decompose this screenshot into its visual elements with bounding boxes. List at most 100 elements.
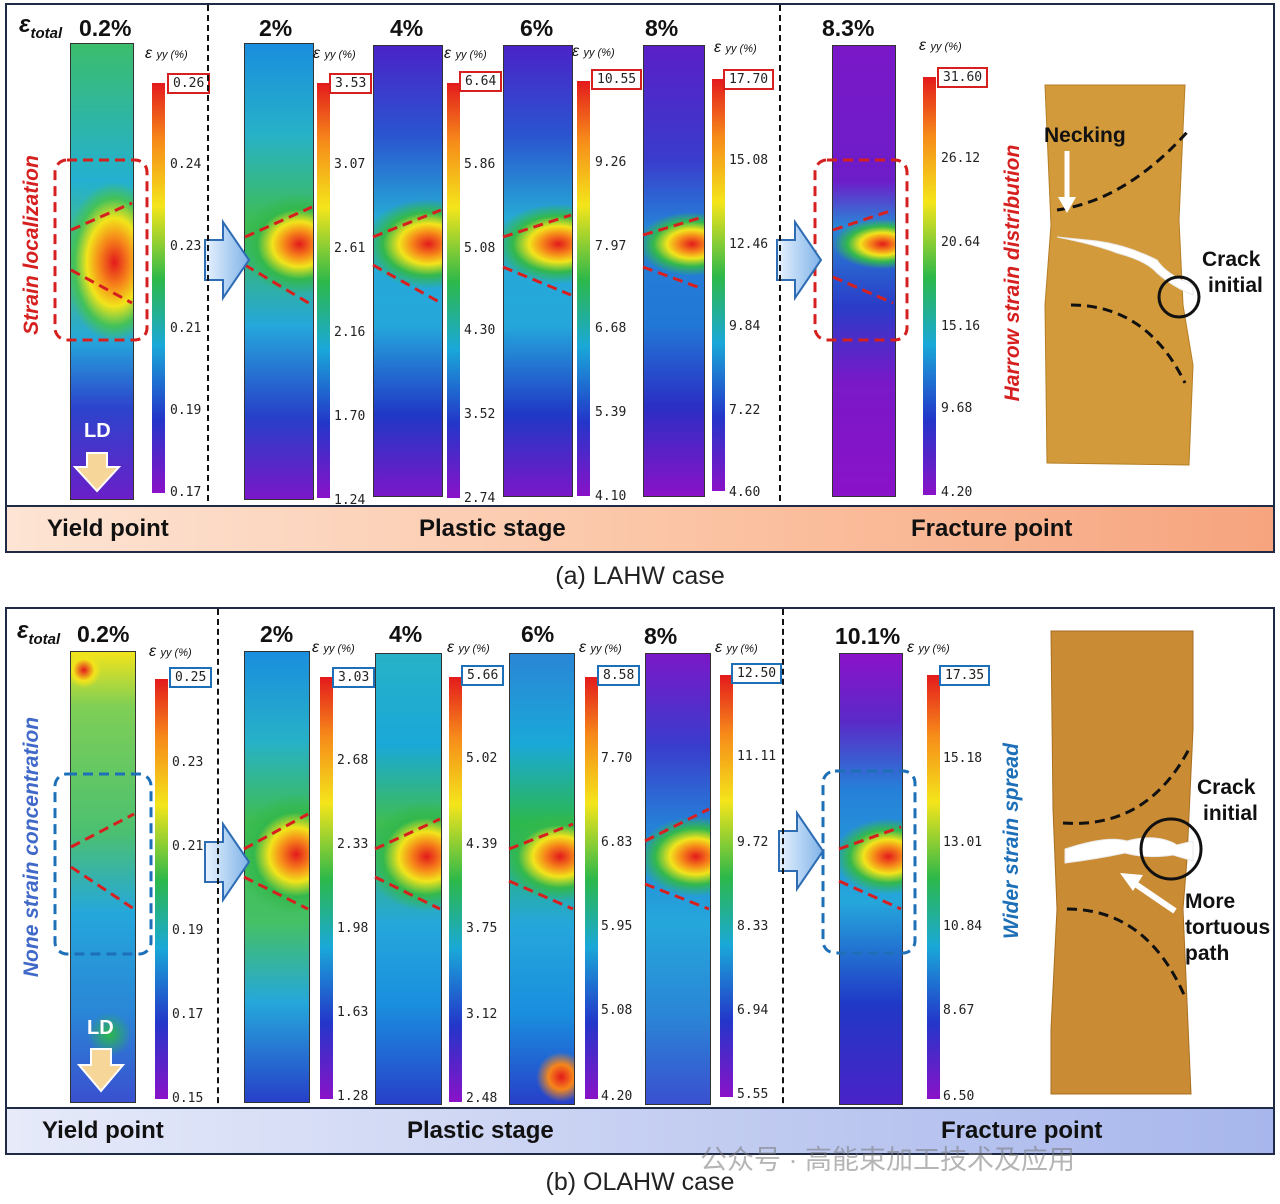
localization-box-a-right <box>813 158 909 342</box>
strain-map-a-4 <box>643 45 705 497</box>
colorbar-max-b-5: 17.35 <box>939 665 991 686</box>
colorbar-tick: 9.84 <box>729 319 761 334</box>
stage-fracture-label: Fracture point <box>911 515 1073 542</box>
overlay-a <box>53 84 1201 493</box>
colorbar-tick: 3.75 <box>466 921 498 936</box>
colorbar-tick: 9.68 <box>941 401 973 416</box>
colorbar-a-5 <box>923 77 936 495</box>
colorbar-tick: 5.86 <box>464 157 496 172</box>
colorbar-tick: 10.84 <box>943 919 983 934</box>
colorbar-tick: 13.01 <box>943 835 983 850</box>
colorbar-tick: 4.39 <box>466 837 498 852</box>
strain-map-b-3 <box>509 653 575 1105</box>
right-arrow-icon <box>204 809 825 904</box>
crack-initial-label-a: Crack initial <box>1202 248 1263 297</box>
colorbar-b-5 <box>927 675 940 1099</box>
colorbar-b-4 <box>720 675 733 1097</box>
colorbar-tick: 11.11 <box>737 749 777 764</box>
caption-b: (b) OLAHW case <box>545 1168 735 1196</box>
colorbar-max-b-2: 5.66 <box>461 665 505 686</box>
colorbar-tick: 15.16 <box>941 319 981 334</box>
colorbar-label-b-4: ε yy (%) <box>715 639 758 656</box>
strain-map-b-1 <box>244 651 310 1103</box>
panel-lahw: εtotal 0.2% 2% 4% 6% 8% 8.3% ε yy (%) 0.… <box>5 3 1275 553</box>
strain-map-a-0 <box>70 43 134 500</box>
stage-divider <box>217 609 219 1153</box>
strain-map-b-0 <box>70 651 136 1103</box>
colorbar-max-b-0: 0.25 <box>169 667 213 688</box>
colorbar-a-4 <box>712 79 725 491</box>
strain-pct-0: 0.2% <box>77 621 130 647</box>
colorbar-tick: 0.15 <box>172 1091 204 1106</box>
colorbar-tick: 2.48 <box>466 1091 498 1106</box>
colorbar-tick: 2.74 <box>464 491 496 506</box>
colorbar-tick: 26.12 <box>941 151 981 166</box>
colorbar-max-a-2: 6.64 <box>459 71 503 92</box>
crack-initial-label-b: Crack initial <box>1197 776 1258 825</box>
colorbar-tick: 4.20 <box>601 1089 633 1104</box>
concentration-box-b-left <box>53 772 153 956</box>
stage-divider <box>782 609 784 1153</box>
colorbar-tick: 3.12 <box>466 1007 498 1022</box>
strain-map-a-5 <box>832 45 896 497</box>
strain-map-b-2 <box>375 653 442 1105</box>
colorbar-tick: 0.17 <box>172 1007 204 1022</box>
colorbar-b-1 <box>320 677 333 1099</box>
strain-pct-4: 8% <box>644 623 678 649</box>
stage-fracture-label: Fracture point <box>941 1117 1103 1144</box>
colorbar-tick: 6.94 <box>737 1003 769 1018</box>
colorbar-label-a-3: ε yy (%) <box>572 43 615 60</box>
epsilon-total-label: εtotal <box>19 11 63 42</box>
stage-bar-a: Yield point Plastic stage Fracture point <box>7 505 1273 551</box>
colorbar-label-a-4: ε yy (%) <box>714 39 757 56</box>
colorbar-label-b-0: ε yy (%) <box>149 643 192 660</box>
strain-map-b-5 <box>839 653 903 1105</box>
colorbar-tick: 9.72 <box>737 835 769 850</box>
stage-divider <box>207 5 209 551</box>
colorbar-tick: 0.19 <box>170 403 202 418</box>
red-band-lines-b <box>70 807 902 911</box>
ld-down-arrow-icon <box>76 1048 126 1093</box>
tortuous-path-label: More tortuous path <box>1185 890 1271 965</box>
colorbar-tick: 3.52 <box>464 407 496 422</box>
necking-label: Necking <box>1044 124 1126 147</box>
stage-bar-b: Yield point Plastic stage Fracture point <box>7 1107 1273 1153</box>
colorbar-tick: 6.50 <box>943 1089 975 1104</box>
concentration-box-b-right <box>821 769 917 955</box>
stage-divider <box>779 5 781 551</box>
red-band-lines-a <box>70 201 894 307</box>
stage-plastic-label: Plastic stage <box>419 515 566 542</box>
strain-map-a-1 <box>244 43 314 500</box>
colorbar-tick: 5.55 <box>737 1087 769 1102</box>
colorbar-tick: 0.17 <box>170 485 202 500</box>
panel-olahw: εtotal 0.2% 2% 4% 6% 8% 10.1% ε yy (%) 0… <box>5 607 1275 1155</box>
crack-circle <box>1139 817 1203 881</box>
colorbar-tick: 0.24 <box>170 157 202 172</box>
ld-label-b: LD <box>87 1017 114 1039</box>
colorbar-tick: 1.28 <box>337 1089 369 1104</box>
overlay-b <box>53 630 1203 1095</box>
colorbar-tick: 8.33 <box>737 919 769 934</box>
strain-pct-0: 0.2% <box>79 15 132 41</box>
colorbar-tick: 15.08 <box>729 153 769 168</box>
colorbar-tick: 0.19 <box>172 923 204 938</box>
colorbar-tick: 6.68 <box>595 321 627 336</box>
colorbar-tick: 5.08 <box>464 241 496 256</box>
fracture-photo-a <box>1044 84 1201 466</box>
strain-pct-2: 4% <box>389 621 423 647</box>
colorbar-tick: 12.46 <box>729 237 769 252</box>
strain-pct-1: 2% <box>259 15 293 41</box>
strain-map-a-2 <box>373 45 443 497</box>
colorbar-max-a-1: 3.53 <box>329 73 373 94</box>
strain-pct-5: 10.1% <box>835 623 901 649</box>
colorbar-label-b-5: ε yy (%) <box>907 639 950 656</box>
colorbar-tick: 15.18 <box>943 751 983 766</box>
colorbar-max-b-3: 8.58 <box>597 665 641 686</box>
colorbar-tick: 1.98 <box>337 921 369 936</box>
colorbar-tick: 7.22 <box>729 403 761 418</box>
colorbar-a-3 <box>577 81 590 496</box>
strain-map-a-3 <box>503 45 573 497</box>
fracture-photo-b <box>1050 630 1203 1095</box>
stage-yield-label: Yield point <box>47 515 169 542</box>
strain-pct-3: 6% <box>520 15 554 41</box>
